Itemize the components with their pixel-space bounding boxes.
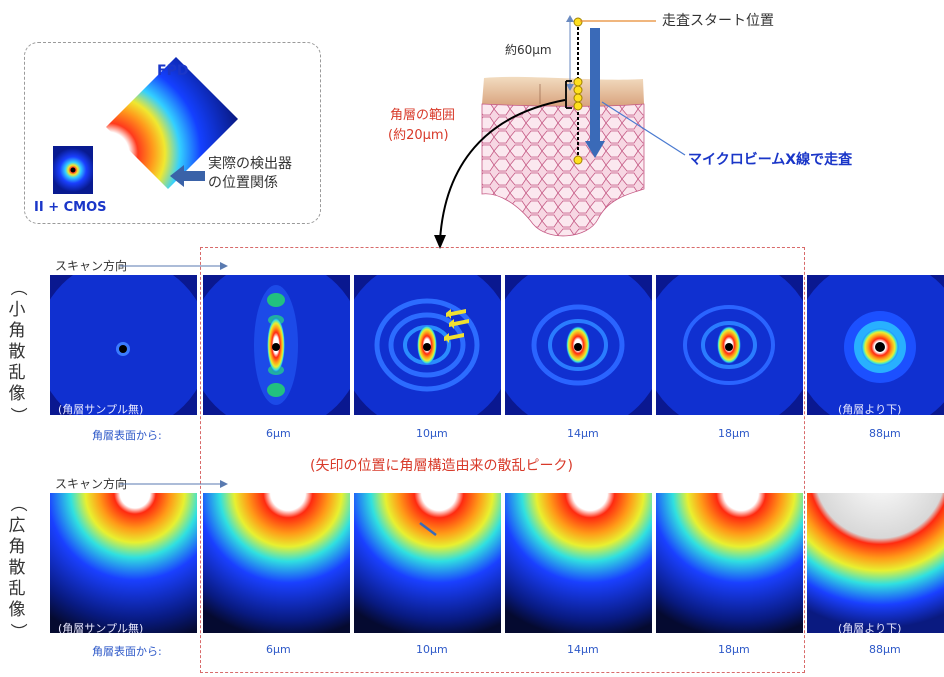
below-stratum-caption-waxs: (角層より下) [838, 622, 902, 635]
saxs-panel-88um [807, 275, 944, 415]
stratum-bracket [565, 80, 572, 109]
depth-label-waxs-5: 88μm [869, 643, 901, 656]
waxs-panel-6um [203, 493, 350, 633]
below-stratum-caption-saxs: (角層より下) [838, 403, 902, 416]
depth-label-waxs-3: 14μm [567, 643, 599, 656]
scan-direction-arrow-saxs-icon [120, 262, 228, 270]
highlight-frame [200, 247, 805, 673]
saxs-row-label: （ 小角散乱像 ） [7, 279, 28, 424]
depth-label-saxs-2: 10μm [416, 427, 448, 440]
microbeam-leader [601, 101, 686, 156]
from-surface-label-saxs: 角層表面から: [92, 429, 162, 442]
depth-label-waxs-4: 18μm [718, 643, 750, 656]
saxs-panel-6um [203, 275, 350, 415]
scan-start-leader [580, 20, 656, 22]
from-surface-label-waxs: 角層表面から: [92, 645, 162, 658]
depth-label-waxs-2: 10μm [416, 643, 448, 656]
cmos-detector-image [53, 146, 93, 194]
skin-cross-section [481, 76, 645, 237]
peak-arrow-icon [419, 522, 437, 536]
no-sample-caption-waxs: (角層サンプル無) [58, 622, 144, 635]
depth-label-waxs-1: 6μm [266, 643, 291, 656]
depth-label-saxs-5: 88μm [869, 427, 901, 440]
depth-bracket [566, 15, 574, 91]
peak-arrow-icons [444, 309, 469, 343]
scan-direction-arrow-icon [585, 28, 605, 158]
no-sample-caption-saxs: (角層サンプル無) [58, 403, 144, 416]
depth-label-saxs-3: 14μm [567, 427, 599, 440]
scan-direction-arrow-waxs-icon [120, 480, 228, 488]
scan-start-label: 走査スタート位置 [662, 13, 774, 29]
detector-relation-line1: 実際の検出器 [208, 156, 292, 172]
scan-direction-label-waxs: スキャン方向 [55, 477, 128, 491]
scattering-peak-annotation: (矢印の位置に角層構造由来の散乱ピーク) [310, 458, 573, 474]
saxs-panel-10um [354, 275, 501, 415]
waxs-panel-88um [807, 493, 944, 633]
scan-line [573, 17, 583, 165]
stratum-range-line2: (約20μm) [388, 128, 449, 143]
saxs-panel-14um [505, 275, 652, 415]
fpd-detector-image [106, 57, 238, 189]
saxs-panel-no-sample [50, 275, 197, 415]
saxs-panel-18um [656, 275, 803, 415]
waxs-row-label: （ 広角散乱像 ） [7, 495, 28, 640]
curved-arrow-icon [434, 99, 566, 249]
depth-label-saxs-1: 6μm [266, 427, 291, 440]
waxs-panel-10um [354, 493, 501, 633]
waxs-panel-14um [505, 493, 652, 633]
stratum-range-line1: 角層の範囲 [390, 108, 456, 123]
waxs-panel-no-sample [50, 493, 197, 633]
detector-inset-frame [24, 42, 321, 224]
detector-relation-line2: の位置関係 [208, 175, 278, 191]
arrow-left-icon [170, 165, 205, 187]
waxs-panel-18um [656, 493, 803, 633]
depth-label: 約60μm [505, 43, 552, 57]
scan-direction-label-saxs: スキャン方向 [55, 259, 128, 273]
microbeam-label: マイクロビームX線で走査 [688, 152, 853, 168]
fpd-label: FPD [157, 63, 189, 79]
cmos-label: II + CMOS [34, 200, 107, 215]
depth-label-saxs-4: 18μm [718, 427, 750, 440]
